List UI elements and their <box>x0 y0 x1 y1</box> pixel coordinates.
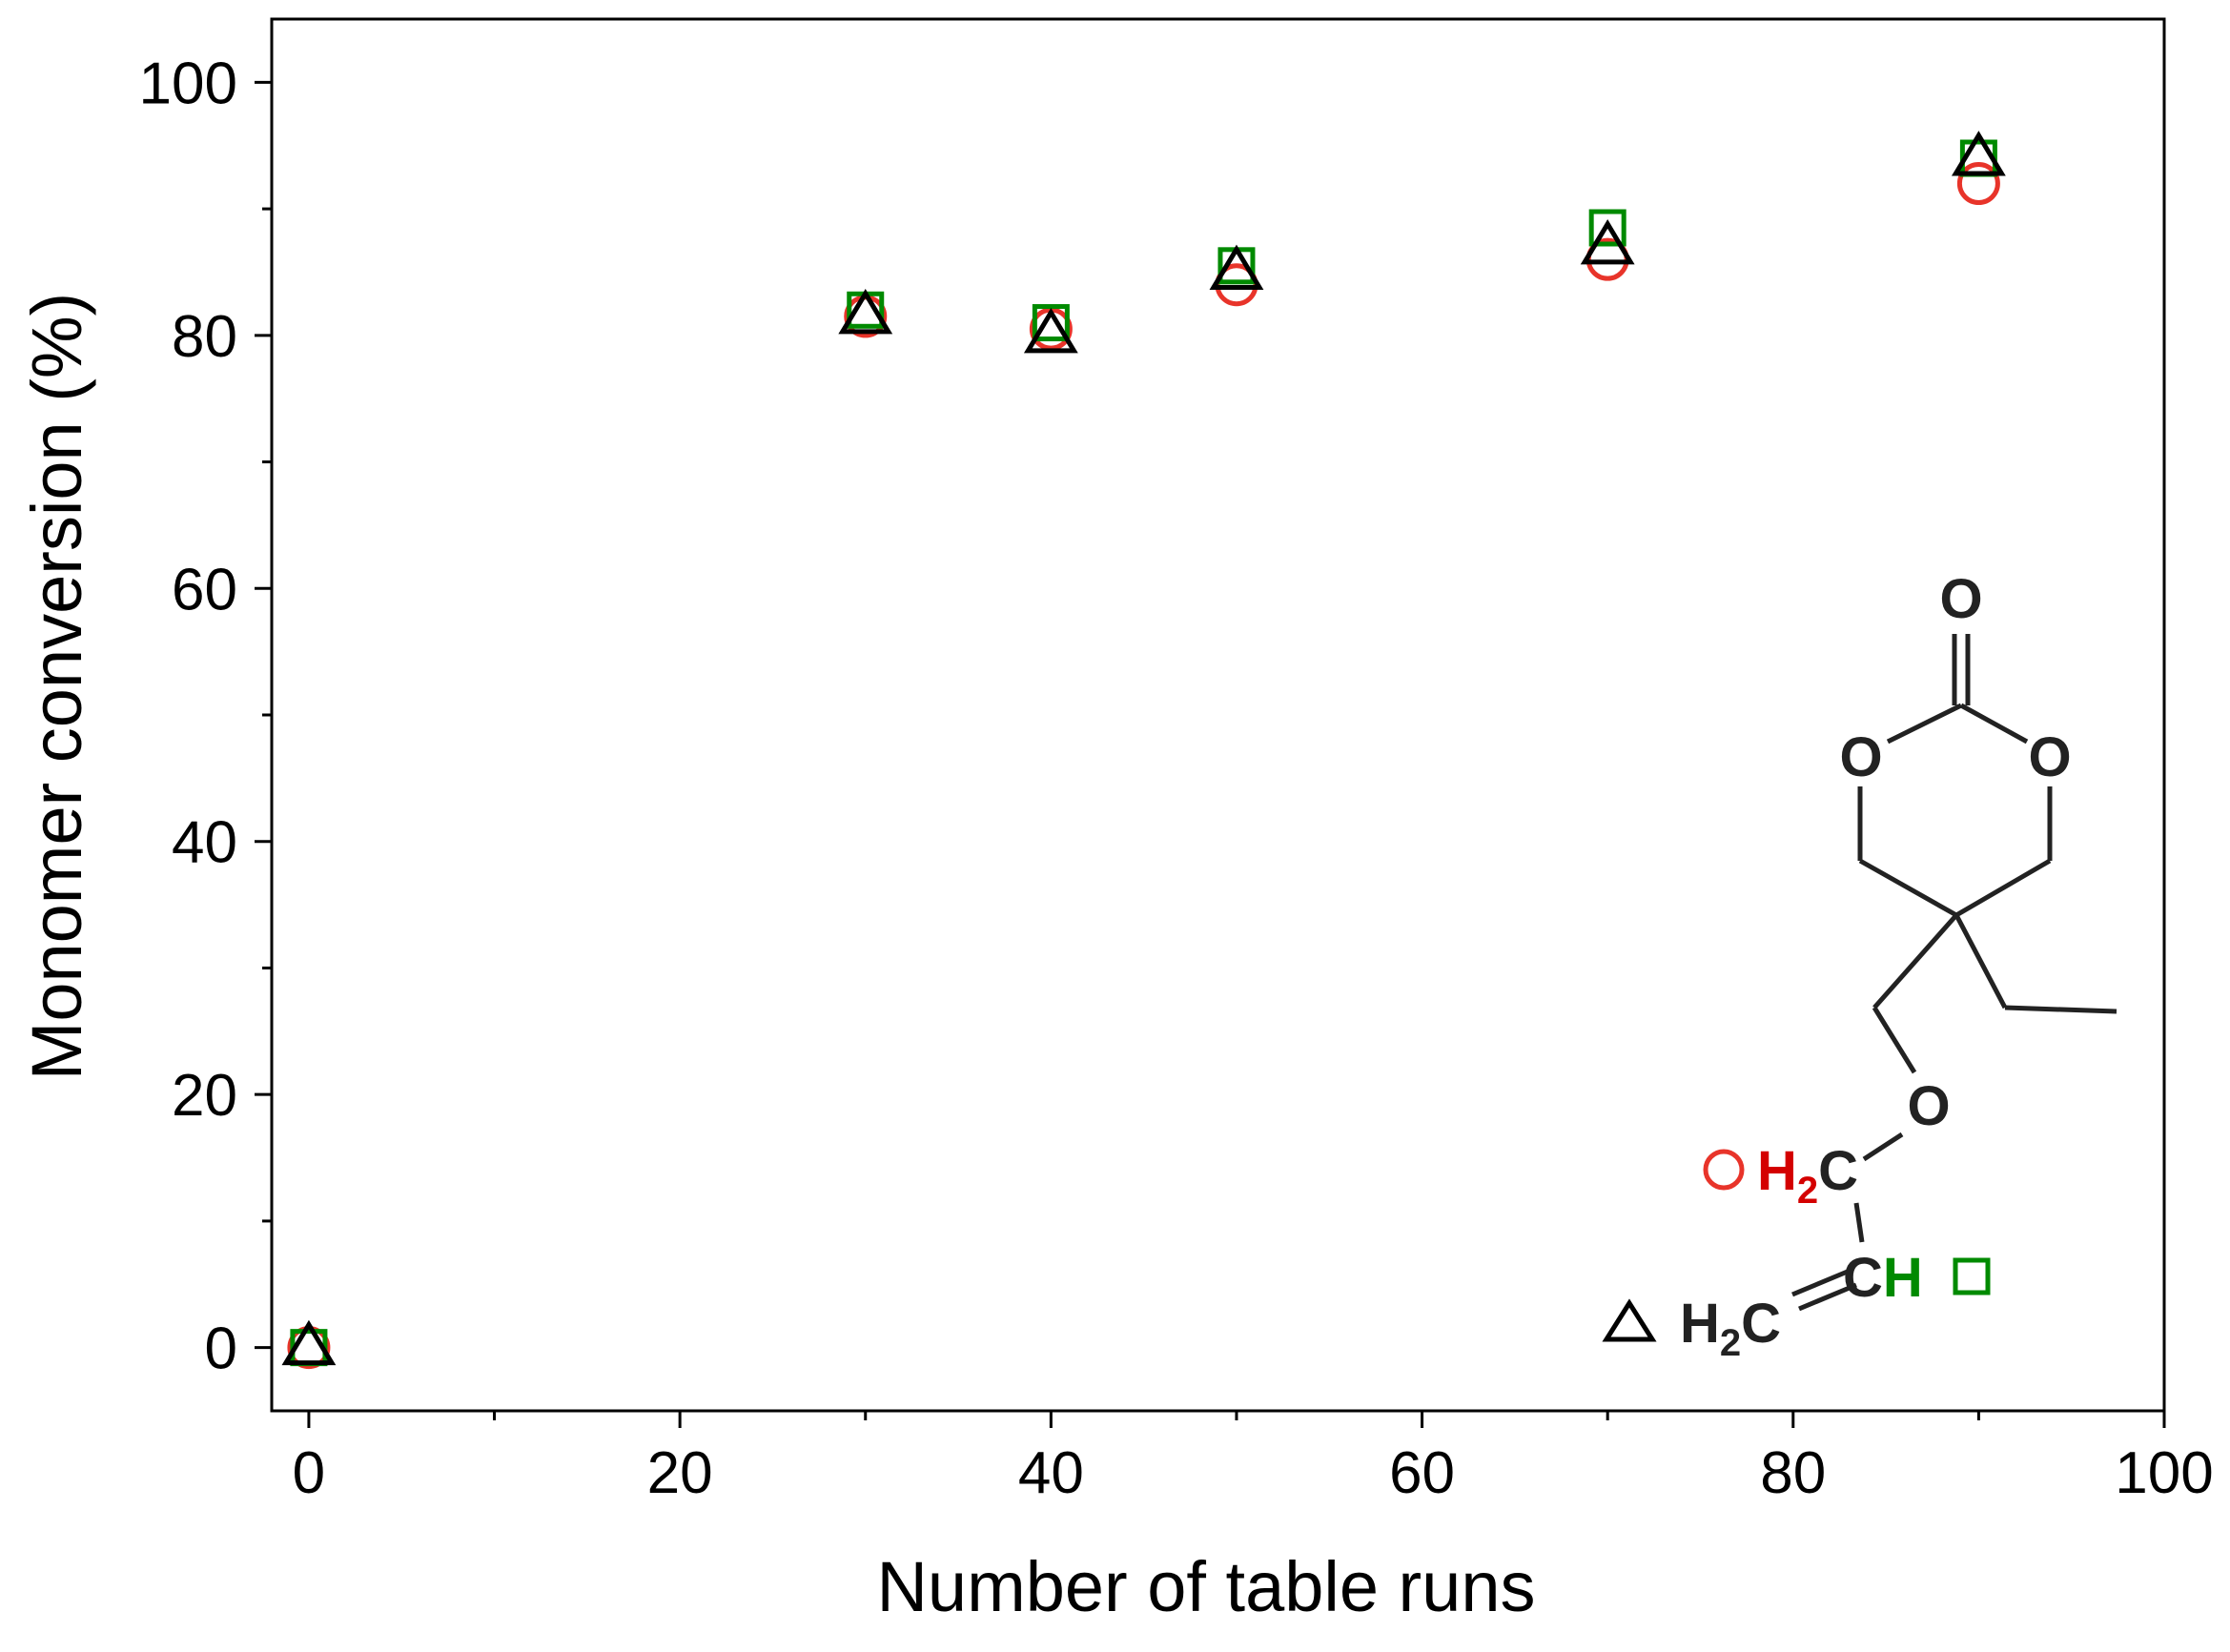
x-tick-label: 80 <box>1760 1440 1826 1506</box>
square-marker-key <box>1953 1257 1991 1295</box>
label-h2c-black-h: H <box>1680 1293 1720 1355</box>
x-axis-label: Number of table runs <box>876 1547 1535 1626</box>
data-point-triangle <box>838 289 893 335</box>
data-point-square <box>1032 304 1070 342</box>
circle-marker-key <box>1703 1149 1745 1191</box>
label-ch-h: H <box>1883 1247 1923 1309</box>
data-points <box>281 131 2006 1370</box>
atom-o-ring-right: O <box>2028 726 2071 788</box>
atom-o-ring-left: O <box>1839 726 1882 788</box>
triangle-marker-key <box>1602 1298 1657 1342</box>
label-h2c-black-sub: 2 <box>1720 1322 1741 1364</box>
x-tick-label: 100 <box>2115 1440 2213 1506</box>
data-point-triangle <box>1209 244 1264 290</box>
plot-frame <box>270 17 2166 1413</box>
y-tick-label: 20 <box>172 1063 237 1129</box>
data-point-square <box>1588 209 1626 247</box>
label-ch-c: C <box>1843 1247 1883 1309</box>
label-ch: CH <box>1843 1247 1923 1309</box>
atom-o-carbonyl: O <box>1939 568 1982 630</box>
data-point-circle <box>1956 162 2000 206</box>
x-tick-label: 20 <box>647 1440 713 1506</box>
y-tick-label: 60 <box>172 557 237 622</box>
data-point-triangle <box>1580 219 1635 265</box>
data-point-triangle <box>1023 307 1078 354</box>
axis-ticks <box>255 80 2166 1428</box>
y-tick-label: 40 <box>172 810 237 876</box>
tick-labels: 0 20 40 60 80 100 0 20 40 60 80 100 <box>139 51 2214 1506</box>
atom-o-ether: O <box>1907 1075 1950 1137</box>
y-axis-label: Monomer conversion (%) <box>17 293 96 1081</box>
label-h2c-black-c: C <box>1741 1293 1781 1355</box>
data-point-triangle <box>1951 131 2006 176</box>
label-h2c-red: H2C <box>1757 1140 1858 1212</box>
x-tick-label: 0 <box>293 1440 325 1506</box>
data-point-triangle <box>281 1319 337 1366</box>
y-tick-label: 80 <box>172 304 237 370</box>
label-h2c-red-c: C <box>1818 1140 1858 1202</box>
chemical-structure <box>1791 634 2117 1312</box>
label-h2c-black: H2C <box>1680 1293 1781 1364</box>
y-tick-label: 100 <box>139 51 237 116</box>
y-tick-label: 0 <box>205 1316 237 1382</box>
structure-markers <box>1602 1149 1991 1342</box>
x-tick-label: 60 <box>1389 1440 1455 1506</box>
structure-labels: O O O O H2C CH H2C <box>1680 568 2072 1364</box>
label-h2c-red-sub: 2 <box>1797 1170 1818 1212</box>
label-h2c-red-h: H <box>1757 1140 1797 1202</box>
x-tick-label: 40 <box>1018 1440 1084 1506</box>
